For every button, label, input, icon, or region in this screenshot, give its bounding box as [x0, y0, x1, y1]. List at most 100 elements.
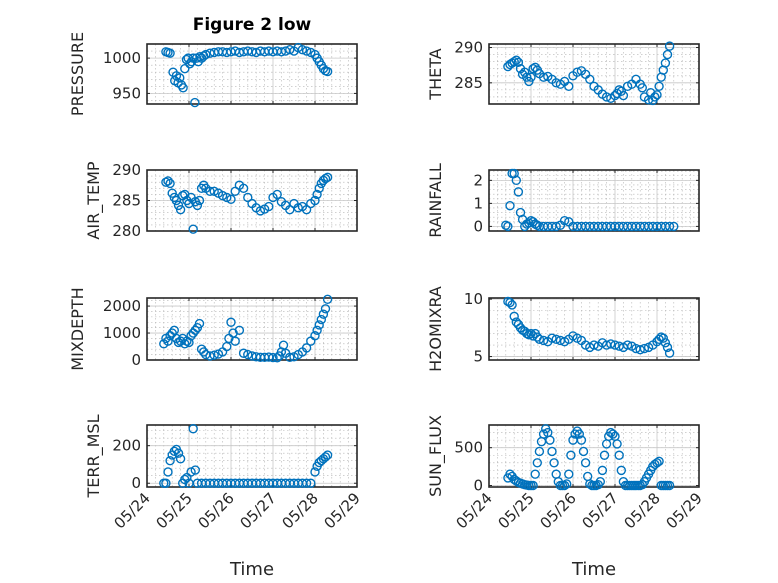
y-tick-label: 500: [454, 439, 483, 457]
plot-area: [489, 425, 699, 487]
data-point: [175, 204, 186, 215]
data-point: [316, 314, 326, 325]
x-tick-label: 05/27: [237, 489, 280, 532]
data-point: [578, 446, 589, 457]
data-point: [318, 309, 329, 319]
data-point: [528, 480, 538, 491]
data-series: [503, 424, 675, 491]
y-tick-label: 280: [112, 222, 141, 240]
data-point: [238, 348, 249, 358]
data-point: [538, 72, 549, 82]
data-point: [511, 55, 521, 65]
data-point: [509, 311, 519, 322]
data-point: [165, 48, 175, 58]
data-point: [530, 62, 540, 72]
x-tick-label: 05/25: [495, 489, 538, 532]
data-point: [545, 435, 555, 445]
data-point: [230, 336, 240, 346]
data-point: [614, 450, 624, 460]
data-point: [664, 348, 675, 358]
data-point: [205, 351, 215, 361]
data-point: [276, 47, 287, 57]
data-point: [549, 458, 559, 468]
x-tick-label: 05/24: [453, 489, 496, 532]
data-point: [264, 201, 274, 212]
data-point: [513, 57, 524, 68]
y-axis-label: SUN_FLUX: [426, 415, 446, 497]
y-tick-label: 1: [473, 194, 483, 212]
data-series: [503, 41, 675, 106]
y-tick-label: 200: [112, 437, 141, 455]
y-tick-label: 0: [473, 217, 483, 235]
data-point: [322, 294, 333, 305]
data-point: [180, 339, 190, 349]
y-tick-label: 290: [454, 39, 483, 57]
data-point: [322, 66, 333, 77]
data-point: [285, 352, 295, 363]
subplot-2: 285 290 THETA: [426, 39, 700, 106]
data-point: [194, 318, 205, 329]
data-point: [664, 41, 675, 51]
data-point: [538, 335, 549, 346]
data-point: [190, 465, 201, 475]
y-axis-label: AIR_TEMP: [84, 161, 104, 239]
data-point: [534, 446, 545, 457]
x-tick-label: 05/26: [195, 489, 238, 532]
data-point: [306, 478, 316, 488]
data-point: [532, 458, 542, 468]
data-point: [612, 439, 622, 449]
data-point: [301, 478, 312, 488]
y-tick-label: 1000: [103, 49, 141, 67]
data-series: [159, 424, 333, 488]
data-point: [534, 334, 545, 345]
data-point: [635, 344, 645, 355]
x-tick-label: 05/24: [111, 489, 154, 532]
axes-frame: [146, 43, 358, 105]
data-point: [285, 44, 295, 55]
data-point: [589, 340, 599, 350]
data-point: [660, 338, 671, 348]
data-series: [501, 168, 679, 232]
x-axis-label-left: Time: [229, 559, 274, 580]
y-tick-label: 0: [131, 474, 141, 492]
data-point: [255, 206, 266, 216]
y-axis-label: H2OMIXRA: [426, 286, 445, 372]
data-point: [528, 64, 538, 74]
axes-frame: [488, 297, 700, 361]
y-axis-label: PRESSURE: [68, 32, 87, 116]
data-series: [159, 294, 333, 363]
data-point: [507, 300, 517, 310]
data-point: [639, 343, 650, 354]
data-point: [322, 450, 333, 460]
data-point: [652, 90, 662, 100]
data-point: [562, 479, 572, 489]
data-point: [293, 203, 303, 213]
y-tick-label: 285: [454, 74, 483, 92]
data-point: [662, 342, 673, 353]
x-tick-label: 05/29: [321, 489, 364, 532]
data-point: [511, 175, 521, 186]
x-tick-label: 05/27: [579, 489, 622, 532]
y-tick-label: 10: [464, 290, 483, 308]
data-point: [606, 339, 616, 349]
y-axis-label: THETA: [426, 48, 445, 100]
data-point: [209, 350, 219, 360]
y-axis-label: MIXDEPTH: [68, 287, 87, 370]
data-point: [662, 49, 673, 60]
data-point: [547, 333, 557, 343]
data-point: [320, 304, 331, 314]
data-series: [161, 172, 333, 234]
data-series: [503, 296, 675, 358]
data-point: [186, 467, 196, 477]
data-point: [664, 221, 675, 232]
data-point: [585, 74, 595, 84]
data-point: [272, 189, 282, 200]
data-point: [658, 333, 668, 343]
x-axis-label-right: Time: [571, 559, 616, 580]
axes-frame: [146, 169, 358, 232]
data-point: [576, 435, 587, 445]
data-point: [238, 183, 249, 194]
data-point: [513, 187, 524, 197]
data-point: [547, 446, 557, 457]
data-point: [652, 458, 662, 468]
